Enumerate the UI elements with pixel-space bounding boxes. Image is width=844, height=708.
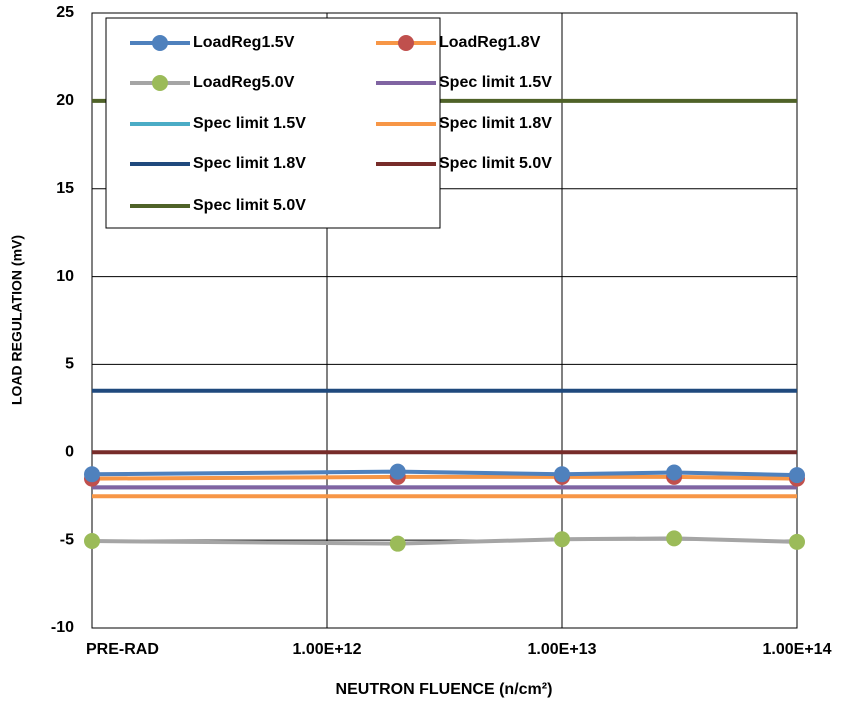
marker: [389, 535, 406, 552]
legend-label: LoadReg1.5V: [193, 34, 295, 51]
legend-marker: [152, 75, 168, 91]
legend-marker: [398, 35, 414, 51]
marker: [389, 463, 406, 480]
plot-border: [91, 12, 798, 629]
series-line: [91, 469, 798, 478]
marker: [789, 533, 805, 550]
legend-label: Spec limit 5.0V: [439, 155, 552, 172]
series-line: [91, 474, 798, 481]
series-line: [91, 536, 798, 546]
marker: [666, 530, 683, 547]
legend: LoadReg1.5V LoadReg1.8V LoadReg5.0V Spec li…: [105, 17, 552, 229]
y-tick-label: 15: [56, 180, 74, 197]
y-tick-label: 10: [56, 268, 74, 285]
marker: [84, 533, 100, 550]
y-tick-label: 20: [56, 92, 74, 109]
legend-label: Spec limit 1.5V: [193, 115, 306, 132]
x-axis-label: NEUTRON FLUENCE (n/cm²): [336, 681, 553, 698]
marker: [554, 466, 570, 483]
marker: [789, 467, 805, 484]
marker: [554, 531, 570, 548]
legend-label: LoadReg1.8V: [439, 34, 541, 51]
y-tick-label: 25: [56, 4, 74, 21]
x-tick-label: 1.00E+13: [528, 641, 597, 658]
legend-label: Spec limit 1.5V: [439, 74, 552, 91]
y-tick-label: -5: [60, 531, 74, 548]
legend-label: Spec limit 5.0V: [193, 197, 306, 214]
legend-marker: [152, 35, 168, 51]
y-tick-label: 5: [65, 356, 74, 373]
marker: [666, 464, 683, 481]
legend-label: Spec limit 1.8V: [193, 155, 306, 172]
y-tick-label: -10: [51, 619, 74, 636]
x-tick-label: 1.00E+12: [293, 641, 362, 658]
y-axis-label: LOAD REGULATION (mV): [9, 235, 25, 405]
x-tick-label: PRE-RAD: [86, 641, 159, 658]
legend-label: Spec limit 1.8V: [439, 115, 552, 132]
y-tick-label: 0: [65, 444, 74, 461]
legend-label: LoadReg5.0V: [193, 74, 295, 91]
marker: [84, 466, 100, 483]
x-tick-label: 1.00E+14: [763, 641, 832, 658]
